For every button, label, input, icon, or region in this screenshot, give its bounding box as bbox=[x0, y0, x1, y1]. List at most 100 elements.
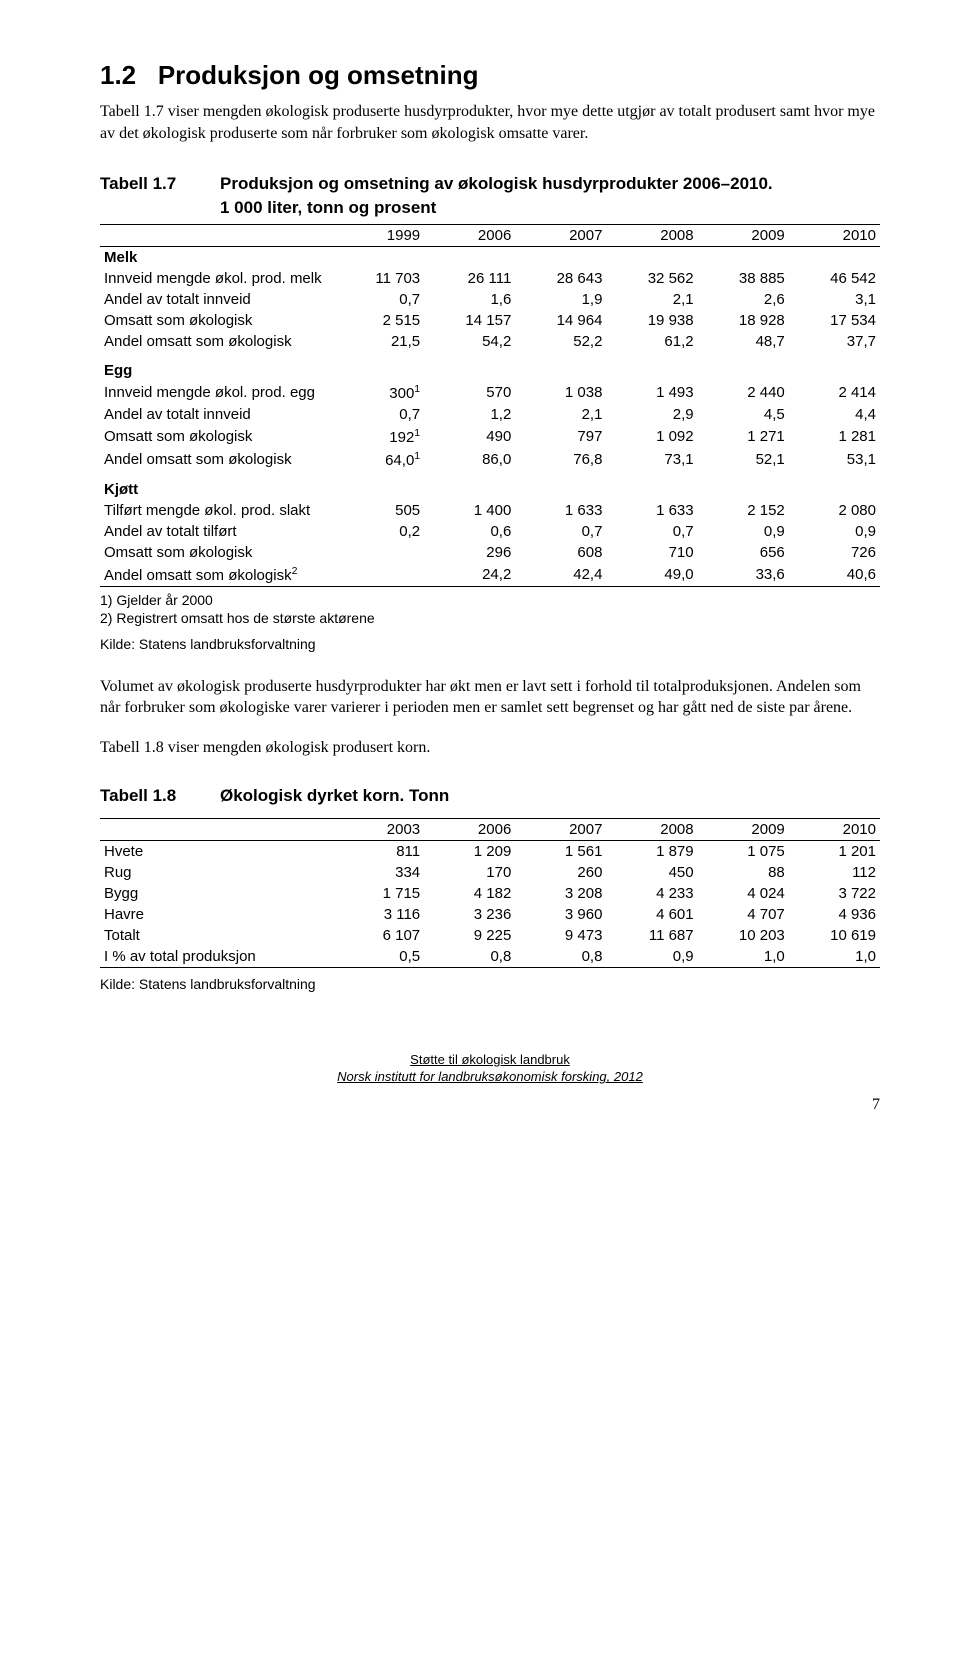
cell: 2 440 bbox=[698, 381, 789, 404]
cell: 48,7 bbox=[698, 331, 789, 352]
cell: 3001 bbox=[333, 381, 424, 404]
cell: 86,0 bbox=[424, 448, 515, 471]
cell: 2,1 bbox=[606, 289, 697, 310]
table-row: Andel omsatt som økologisk21,554,252,261… bbox=[100, 331, 880, 352]
table18-label: Tabell 1.8 bbox=[100, 786, 220, 806]
cell: 1,0 bbox=[698, 946, 789, 968]
cell: 4 024 bbox=[698, 883, 789, 904]
cell: 334 bbox=[333, 862, 424, 883]
cell: 0,9 bbox=[789, 521, 880, 542]
cell: 4,5 bbox=[698, 404, 789, 425]
row-label: Bygg bbox=[100, 883, 333, 904]
table17-year: 2010 bbox=[789, 225, 880, 247]
table18-year: 2007 bbox=[515, 819, 606, 841]
table17-year: 2006 bbox=[424, 225, 515, 247]
cell: 1 092 bbox=[606, 425, 697, 448]
row-label: Innveid mengde økol. prod. egg bbox=[100, 381, 333, 404]
cell: 710 bbox=[606, 542, 697, 563]
table-row: Andel omsatt som økologisk224,242,449,03… bbox=[100, 563, 880, 587]
cell: 0,8 bbox=[515, 946, 606, 968]
cell: 38 885 bbox=[698, 268, 789, 289]
table-row: Tilført mengde økol. prod. slakt5051 400… bbox=[100, 500, 880, 521]
row-label: Tilført mengde økol. prod. slakt bbox=[100, 500, 333, 521]
cell: 52,1 bbox=[698, 448, 789, 471]
cell: 24,2 bbox=[424, 563, 515, 587]
cell: 2,6 bbox=[698, 289, 789, 310]
cell: 0,6 bbox=[424, 521, 515, 542]
row-label: Andel omsatt som økologisk2 bbox=[100, 563, 333, 587]
table18-year: 2003 bbox=[333, 819, 424, 841]
table17-label: Tabell 1.7 bbox=[100, 174, 220, 194]
cell: 42,4 bbox=[515, 563, 606, 587]
cell: 52,2 bbox=[515, 331, 606, 352]
cell: 1 715 bbox=[333, 883, 424, 904]
cell: 1 281 bbox=[789, 425, 880, 448]
cell: 88 bbox=[698, 862, 789, 883]
footer-line2: Norsk institutt for landbruksøkonomisk f… bbox=[100, 1069, 880, 1086]
table-row: Innveid mengde økol. prod. melk11 70326 … bbox=[100, 268, 880, 289]
table18-year: 2008 bbox=[606, 819, 697, 841]
row-label: Omsatt som økologisk bbox=[100, 310, 333, 331]
table-row: Totalt6 1079 2259 47311 68710 20310 619 bbox=[100, 925, 880, 946]
body-paragraph: Tabell 1.8 viser mengden økologisk produ… bbox=[100, 737, 880, 759]
table17-note: 2) Registrert omsatt hos de største aktø… bbox=[100, 609, 880, 627]
cell: 490 bbox=[424, 425, 515, 448]
table17-year: 1999 bbox=[333, 225, 424, 247]
cell: 1 271 bbox=[698, 425, 789, 448]
table17-note: 1) Gjelder år 2000 bbox=[100, 591, 880, 609]
section-title: Produksjon og omsetning bbox=[158, 60, 479, 90]
table18-year: 2010 bbox=[789, 819, 880, 841]
table17-subtitle: 1 000 liter, tonn og prosent bbox=[220, 198, 880, 218]
table17: 1999 2006 2007 2008 2009 2010 MelkInnvei… bbox=[100, 224, 880, 587]
table17-source: Kilde: Statens landbruksforvaltning bbox=[100, 636, 880, 652]
cell: 1,6 bbox=[424, 289, 515, 310]
table-row: Hvete8111 2091 5611 8791 0751 201 bbox=[100, 841, 880, 863]
cell: 0,9 bbox=[606, 946, 697, 968]
table17-group-name: Egg bbox=[100, 352, 880, 381]
table17-notes: 1) Gjelder år 2000 2) Registrert omsatt … bbox=[100, 591, 880, 627]
table17-group-row: Melk bbox=[100, 247, 880, 269]
cell: 0,7 bbox=[515, 521, 606, 542]
cell: 40,6 bbox=[789, 563, 880, 587]
row-label: Andel av totalt innveid bbox=[100, 289, 333, 310]
cell: 32 562 bbox=[606, 268, 697, 289]
cell: 797 bbox=[515, 425, 606, 448]
cell: 76,8 bbox=[515, 448, 606, 471]
cell: 0,8 bbox=[424, 946, 515, 968]
cell: 726 bbox=[789, 542, 880, 563]
cell: 49,0 bbox=[606, 563, 697, 587]
cell bbox=[333, 542, 424, 563]
cell: 26 111 bbox=[424, 268, 515, 289]
cell: 1 561 bbox=[515, 841, 606, 863]
cell: 11 687 bbox=[606, 925, 697, 946]
cell: 608 bbox=[515, 542, 606, 563]
cell: 1 075 bbox=[698, 841, 789, 863]
cell: 9 473 bbox=[515, 925, 606, 946]
cell: 3 960 bbox=[515, 904, 606, 925]
cell: 112 bbox=[789, 862, 880, 883]
row-label: Andel omsatt som økologisk bbox=[100, 448, 333, 471]
table-row: Innveid mengde økol. prod. egg30015701 0… bbox=[100, 381, 880, 404]
table17-year: 2009 bbox=[698, 225, 789, 247]
table17-header-row: 1999 2006 2007 2008 2009 2010 bbox=[100, 225, 880, 247]
row-label: Omsatt som økologisk bbox=[100, 425, 333, 448]
cell: 3 116 bbox=[333, 904, 424, 925]
table-row: Bygg1 7154 1823 2084 2334 0243 722 bbox=[100, 883, 880, 904]
table17-group-row: Kjøtt bbox=[100, 471, 880, 500]
cell: 11 703 bbox=[333, 268, 424, 289]
table-row: Andel av totalt innveid0,71,61,92,12,63,… bbox=[100, 289, 880, 310]
page-number: 7 bbox=[100, 1096, 880, 1114]
table-row: Rug33417026045088112 bbox=[100, 862, 880, 883]
cell: 61,2 bbox=[606, 331, 697, 352]
cell: 811 bbox=[333, 841, 424, 863]
cell: 656 bbox=[698, 542, 789, 563]
cell: 4 182 bbox=[424, 883, 515, 904]
row-label: Andel av totalt tilført bbox=[100, 521, 333, 542]
cell: 14 964 bbox=[515, 310, 606, 331]
cell: 2,9 bbox=[606, 404, 697, 425]
cell: 1 038 bbox=[515, 381, 606, 404]
cell: 46 542 bbox=[789, 268, 880, 289]
cell: 570 bbox=[424, 381, 515, 404]
cell: 2,1 bbox=[515, 404, 606, 425]
cell: 2 152 bbox=[698, 500, 789, 521]
